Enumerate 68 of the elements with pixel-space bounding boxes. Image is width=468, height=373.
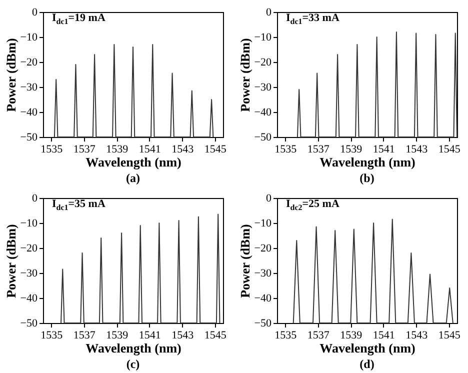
line-series [296, 32, 458, 138]
x-tick-label: 1535 [40, 330, 64, 342]
line-series [60, 214, 220, 324]
x-tick-label: 1545 [204, 330, 227, 342]
x-tick-label: 1535 [40, 144, 64, 156]
x-tick-label: 1535 [274, 144, 298, 156]
y-tick-label: −20 [20, 56, 38, 68]
annotation: I$_{dc2}$=25 mA [286, 198, 340, 212]
x-axis-title: Wavelength (nm) [86, 154, 182, 170]
x-tick-label: 1545 [438, 330, 461, 342]
y-tick-label: −10 [20, 32, 38, 44]
text: (c) [126, 357, 140, 371]
x-tick-label: 1545 [438, 144, 461, 156]
x-tick-label: 1543 [406, 144, 428, 156]
y-tick-label: −20 [20, 242, 38, 254]
y-tick-label: −30 [254, 82, 272, 94]
y-axis-title: Power (dBm) [237, 224, 252, 298]
x-tick-label: 1537 [307, 144, 330, 156]
y-tick-label: −40 [20, 292, 38, 304]
x-tick-label: 1541 [372, 144, 395, 156]
x-tick-label: 1541 [138, 144, 161, 156]
y-axis-title: Power (dBm) [237, 38, 252, 112]
y-tick-label: −30 [20, 82, 38, 94]
y-tick-label: −30 [20, 268, 38, 280]
x-axis-title: Wavelength (nm) [320, 340, 416, 356]
y-tick-label: 0 [266, 192, 272, 204]
x-tick-label: 1539 [340, 144, 363, 156]
y-tick-label: 0 [32, 6, 38, 18]
text: (a) [126, 171, 140, 185]
y-axis-title: Power (dBm) [3, 224, 18, 298]
y-tick-label: −50 [20, 318, 38, 330]
y-tick-label: −50 [254, 318, 272, 330]
y-tick-label: −50 [254, 132, 272, 144]
x-tick-label: 1545 [204, 144, 227, 156]
y-tick-label: 0 [266, 6, 272, 18]
annotation: I$_{dc1}$=35 mA [52, 198, 106, 212]
x-axis-title: Wavelength (nm) [320, 154, 416, 170]
x-tick-label: 1535 [274, 330, 298, 342]
x-axis-title: Wavelength (nm) [86, 340, 182, 356]
text: (d) [360, 357, 374, 371]
y-tick-label: −10 [254, 218, 272, 230]
y-tick-label: −20 [254, 56, 272, 68]
x-tick-label: 1543 [406, 330, 428, 342]
x-tick-label: 1537 [73, 330, 96, 342]
x-tick-label: 1541 [138, 330, 161, 342]
x-tick-label: 1541 [372, 330, 395, 342]
y-tick-label: −40 [254, 106, 272, 118]
x-tick-label: 1539 [106, 330, 129, 342]
x-tick-label: 1539 [106, 144, 129, 156]
y-tick-label: −20 [254, 242, 272, 254]
x-tick-label: 1537 [307, 330, 330, 342]
y-axis-title: Power (dBm) [3, 38, 18, 112]
x-tick-label: 1539 [340, 330, 363, 342]
x-tick-label: 1537 [73, 144, 96, 156]
annotation: I$_{dc1}$=19 mA [52, 12, 106, 26]
line-series [292, 218, 454, 324]
y-tick-label: −50 [20, 132, 38, 144]
annotation: I$_{dc1}$=33 mA [286, 12, 340, 26]
text: (b) [360, 171, 374, 185]
line-series [54, 44, 214, 138]
x-tick-label: 1543 [172, 330, 194, 342]
y-tick-label: 0 [32, 192, 38, 204]
y-tick-label: −10 [254, 32, 272, 44]
y-tick-label: −30 [254, 268, 272, 280]
y-tick-label: −40 [20, 106, 38, 118]
x-tick-label: 1543 [172, 144, 194, 156]
y-tick-label: −10 [20, 218, 38, 230]
y-tick-label: −40 [254, 292, 272, 304]
